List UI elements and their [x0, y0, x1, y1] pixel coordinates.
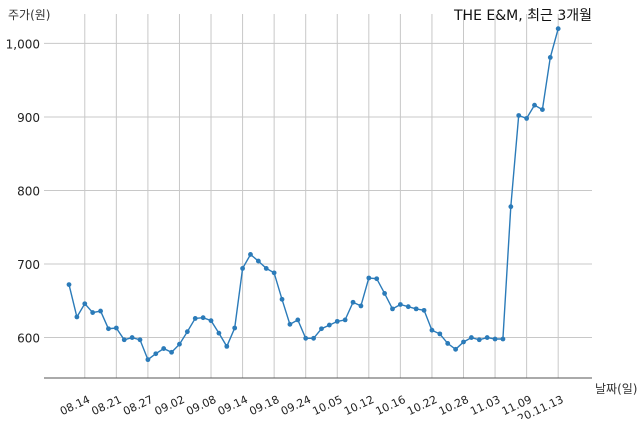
data-point: [508, 204, 514, 210]
data-point: [240, 266, 245, 271]
data-point: [113, 325, 119, 331]
x-tick-label: 10.16: [374, 393, 408, 418]
data-point: [232, 325, 238, 331]
series-line: [68, 28, 559, 361]
data-point: [248, 252, 253, 257]
data-point: [153, 351, 159, 357]
data-point: [121, 337, 127, 343]
data-point: [255, 258, 261, 264]
data-point: [263, 266, 269, 271]
data-point: [413, 306, 419, 312]
data-point: [216, 330, 222, 336]
data-point: [295, 317, 301, 323]
data-point: [437, 331, 443, 337]
chart-title: THE E&M, 최근 3개월: [454, 8, 592, 24]
data-point: [74, 314, 80, 320]
x-tick-label: 10.22: [405, 393, 439, 418]
x-tick-label: 09.24: [279, 393, 313, 418]
x-tick-label: 08.27: [121, 393, 155, 418]
data-point: [106, 326, 111, 332]
data-point: [461, 339, 466, 345]
data-point: [532, 102, 537, 108]
data-point: [492, 336, 498, 342]
data-point: [445, 341, 451, 346]
data-point: [208, 318, 214, 324]
data-point: [287, 321, 293, 327]
data-point: [524, 116, 530, 121]
data-point: [184, 329, 190, 335]
data-point: [540, 107, 545, 112]
data-point: [271, 270, 277, 276]
data-point: [516, 113, 522, 118]
x-tick-label: 10.12: [342, 393, 376, 418]
data-point: [279, 296, 285, 302]
data-point: [137, 337, 143, 343]
x-tick-label: 09.18: [247, 393, 281, 418]
data-point: [405, 304, 411, 310]
data-point: [82, 301, 88, 307]
x-tick-label: 10.28: [437, 393, 471, 418]
data-point: [468, 335, 474, 340]
data-point: [145, 357, 151, 363]
x-tick-label: 11.03: [468, 393, 502, 418]
y-tick-label: 600: [17, 332, 40, 346]
data-point: [129, 335, 135, 340]
y-tick-label: 800: [17, 184, 40, 198]
data-point: [555, 26, 561, 32]
data-point: [98, 308, 103, 314]
data-point: [326, 322, 332, 328]
data-point: [500, 336, 506, 342]
x-tick-label: 09.08: [184, 393, 218, 418]
data-point: [161, 346, 167, 351]
data-point: [303, 335, 309, 341]
y-axis-label: 주가(원): [8, 8, 51, 22]
y-tick-label: 1,000: [6, 37, 40, 51]
data-point: [547, 54, 553, 60]
data-point: [90, 310, 96, 315]
x-tick-label: 09.02: [153, 393, 187, 418]
data-point: [453, 346, 459, 352]
x-tick-label: 10.05: [310, 393, 344, 418]
data-point: [358, 303, 364, 309]
data-point: [429, 327, 435, 333]
data-point: [484, 335, 490, 340]
data-point: [476, 337, 482, 343]
data-point: [334, 318, 340, 324]
data-point: [224, 343, 230, 349]
data-point: [382, 291, 387, 296]
data-point: [421, 307, 427, 313]
x-axis-label: 날짜(일): [595, 382, 638, 396]
x-tick-label: 08.21: [90, 393, 124, 418]
data-point: [311, 335, 316, 341]
data-point: [169, 349, 174, 355]
data-point: [319, 326, 324, 332]
y-tick-label: 900: [17, 111, 40, 125]
data-point: [374, 276, 380, 282]
y-tick-label: 700: [17, 258, 40, 272]
data-point: [192, 316, 198, 321]
data-point: [350, 299, 356, 305]
data-point: [177, 341, 182, 347]
data-point: [342, 317, 348, 323]
data-point: [66, 282, 72, 288]
x-tick-label: 09.14: [216, 393, 250, 418]
data-point: [366, 275, 372, 281]
data-point: [200, 315, 206, 321]
data-point: [397, 302, 403, 307]
x-tick-label: 08.14: [58, 393, 92, 418]
data-point: [390, 306, 395, 312]
